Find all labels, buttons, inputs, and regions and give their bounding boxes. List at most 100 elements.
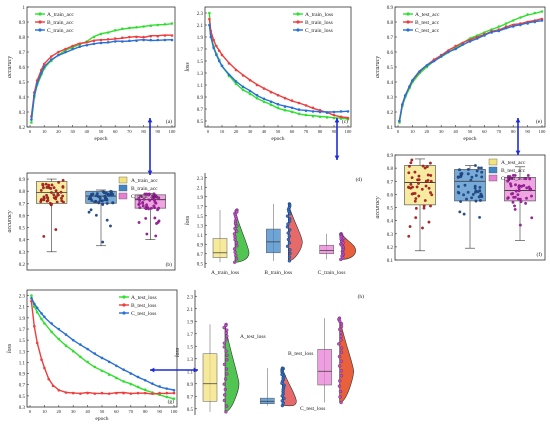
legend-label: A_test_loss	[131, 295, 157, 301]
series-point-C_test_acc	[398, 119, 401, 123]
series-point-B_test_loss	[79, 392, 82, 395]
box-point	[41, 182, 45, 186]
box-point	[88, 197, 91, 200]
box-point	[462, 193, 465, 197]
legend-label: C_test_loss	[131, 311, 156, 317]
series-point-C_train_loss	[290, 106, 294, 110]
series-point-A_test_loss	[136, 385, 140, 389]
y-tick-label: 1.9	[197, 36, 204, 41]
series-point-A_test_loss	[172, 397, 176, 400]
box-point	[470, 175, 474, 179]
series-point-C_test_loss	[30, 297, 33, 300]
x-tick-label: 100	[169, 129, 177, 134]
series-point-C_test_loss	[40, 312, 43, 315]
series-point-A_test_loss	[71, 349, 75, 353]
y-tick-label: 1.5	[19, 339, 26, 344]
box-point	[94, 194, 98, 198]
y-axis-label: accuracy	[7, 56, 13, 78]
y-tick-label: 1.9	[187, 320, 194, 325]
series-point-C_train_acc	[121, 40, 124, 43]
box-B_train_loss	[266, 228, 281, 254]
rain-point	[234, 253, 238, 258]
series-point-C_test_loss	[143, 378, 147, 382]
series-point-C_train_loss	[283, 105, 287, 108]
box-point	[423, 166, 427, 170]
box-point	[414, 197, 418, 200]
legend-label: B_test_loss	[131, 303, 156, 309]
series-point-C_test_acc	[540, 19, 544, 22]
series-point-C_test_acc	[408, 85, 411, 88]
series-point-A_test_loss	[107, 373, 111, 376]
box-point	[111, 201, 115, 205]
panel-a: 0.2 0.3 0.4 0.5 0.6 0.7 0.8 0.9 1 accuracy (a) 0 10 2…	[7, 6, 176, 142]
series-point-A_test_loss	[115, 376, 118, 380]
series-point-C_train_acc	[149, 38, 152, 42]
box-point	[91, 192, 95, 196]
rain-point	[222, 362, 227, 366]
box-point	[52, 193, 56, 197]
y-tick-label: 1.5	[197, 215, 204, 220]
y-tick-label: 1.7	[19, 328, 26, 333]
y-tick-label: 0.3	[19, 251, 26, 256]
box-point	[513, 204, 516, 208]
box-point	[141, 204, 145, 208]
series-point-B_train_loss	[212, 38, 215, 42]
x-tick-label: 100	[539, 129, 547, 134]
y-tick-label: 0.5	[197, 120, 204, 125]
series-point-A_test_loss	[100, 369, 104, 373]
x-axis-label: epoch	[95, 416, 108, 422]
box-point	[59, 190, 63, 194]
series-point-A_test_loss	[86, 360, 89, 364]
series-point-C_test_loss	[115, 364, 118, 368]
box-point	[42, 234, 46, 238]
series-point-B_train_loss	[220, 53, 224, 57]
box-point	[478, 185, 482, 189]
rain-point	[280, 381, 284, 385]
box-point	[57, 180, 61, 184]
box-point	[97, 201, 101, 205]
series-point-B_test_loss	[40, 358, 43, 361]
violin-A_train_loss	[234, 209, 250, 263]
box-point	[103, 195, 107, 198]
box-point	[413, 191, 417, 195]
box-point	[516, 197, 520, 201]
y-tick-label: 0.3	[19, 406, 26, 411]
x-tick-label: 100	[171, 409, 179, 414]
box-point	[465, 197, 468, 201]
box-point	[427, 186, 431, 190]
rain-point	[224, 367, 229, 371]
legend-label: B_train_acc	[131, 186, 158, 192]
box-point	[474, 190, 477, 194]
series-point-C_test_acc	[483, 34, 486, 37]
series-point-B_test_loss	[115, 391, 118, 395]
rain-point	[287, 234, 291, 238]
series-point-A_train_loss	[248, 92, 252, 96]
series-point-C_train_loss	[311, 110, 315, 113]
box-point	[462, 212, 466, 216]
y-tick-label: 0.5	[197, 262, 204, 267]
box-point	[407, 186, 411, 189]
series-point-B_test_loss	[86, 391, 89, 395]
x-tick-label: 10	[220, 129, 225, 134]
x-tick-label: 80	[511, 129, 516, 134]
y-axis-label: loss	[185, 62, 191, 72]
series-point-C_train_loss	[212, 46, 215, 50]
series-point-C_train_loss	[297, 108, 301, 111]
y-axis-label: loss	[175, 347, 181, 357]
series-point-A_train_loss	[311, 114, 315, 118]
series-point-C_train_loss	[227, 73, 231, 77]
series-point-B_train_loss	[255, 83, 259, 87]
legend-label: C_train_acc	[131, 194, 158, 200]
rain-point	[225, 353, 229, 357]
series-point-C_train_acc	[156, 38, 160, 42]
series-point-C_test_acc	[418, 70, 421, 73]
y-tick-label: 2.1	[197, 186, 204, 191]
series-point-C_train_acc	[30, 118, 33, 121]
series-point-C_test_acc	[504, 26, 508, 30]
y-tick-label: 0.7	[187, 395, 194, 400]
y-tick-label: 2.3	[19, 295, 26, 300]
y-tick-label: 0.3	[387, 233, 394, 238]
x-axis-label: epoch	[463, 136, 476, 142]
box-point	[516, 193, 520, 197]
rain-point	[282, 396, 286, 400]
